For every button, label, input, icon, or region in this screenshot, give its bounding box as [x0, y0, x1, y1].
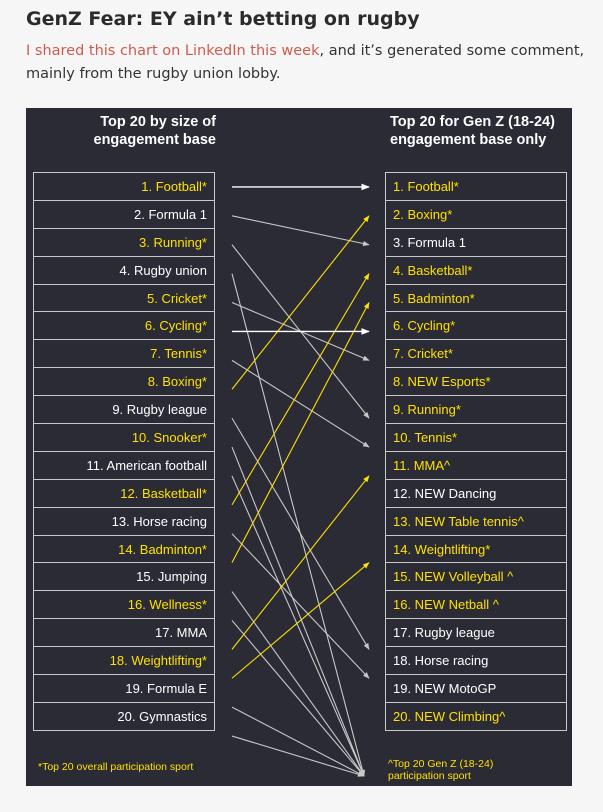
connector-line [231, 591, 365, 777]
right-rank-item: 6. Cycling* [385, 311, 567, 341]
connector-lines [231, 183, 370, 777]
chart-panel: Top 20 by size of engagement base Top 20… [26, 108, 572, 786]
connector-line [231, 417, 370, 650]
right-rank-item: 14. Weightlifting* [385, 534, 567, 564]
right-rank-item: 7. Cricket* [385, 339, 567, 369]
left-rank-item: 19. Formula E [33, 674, 215, 703]
intro-text: , and it’s generated some comment, mainl… [26, 43, 585, 82]
connector-line [231, 475, 365, 777]
right-rank-item: 19. NEW MotoGP [385, 674, 567, 703]
right-rank-item: 12. NEW Dancing [385, 478, 567, 508]
left-rank-item: 20. Gymnastics [33, 701, 215, 731]
right-rank-item: 20. NEW Climbing^ [385, 701, 567, 731]
connector-line [231, 273, 366, 777]
right-footnote: ^Top 20 Gen Z (18-24) participation spor… [388, 758, 494, 782]
left-footnote: *Top 20 overall participation sport [38, 761, 194, 773]
left-rank-item: 8. Boxing* [33, 367, 215, 397]
connector-line [231, 215, 370, 390]
left-rank-item: 9. Rugby league [33, 395, 215, 425]
left-rank-item: 2. Formula 1 [33, 199, 215, 229]
connector-line [231, 475, 370, 650]
connector-line [231, 215, 370, 247]
right-rank-item: 8. NEW Esports* [385, 367, 567, 397]
connector-line [231, 359, 370, 448]
right-rank-item: 5. Badminton* [385, 283, 567, 313]
left-rank-item: 7. Tennis* [33, 339, 215, 369]
connector-line [231, 273, 370, 506]
left-rank-item: 13. Horse racing [33, 506, 215, 536]
linkedin-link[interactable]: I shared this chart on LinkedIn this wee… [26, 43, 320, 59]
intro-paragraph: I shared this chart on LinkedIn this wee… [26, 40, 586, 86]
right-rank-item: 16. NEW Netball ^ [385, 590, 567, 620]
connector-line [231, 735, 365, 777]
left-rank-item: 18. Weightlifting* [33, 646, 215, 676]
connector-line [231, 562, 370, 679]
left-ranking-list: 1. Football* 2. Formula 1 3. Running* 4. Ru… [33, 172, 215, 731]
left-rank-item: 12. Basketball* [33, 478, 215, 508]
right-rank-item: 11. MMA^ [385, 450, 567, 480]
left-rank-item: 10. Snooker* [33, 423, 215, 452]
right-rank-item: 3. Formula 1 [385, 227, 567, 257]
right-rank-item: 17. Rugby league [385, 618, 567, 648]
left-rank-item: 5. Cricket* [33, 283, 215, 313]
connector-line [231, 301, 370, 563]
connector-line [231, 706, 365, 777]
left-rank-item: 11. American football [33, 450, 215, 480]
left-rank-item: 1. Football* [33, 172, 215, 201]
right-rank-item: 4. Basketball* [385, 255, 567, 285]
left-rank-item: 6. Cycling* [33, 311, 215, 341]
left-rank-item: 16. Wellness* [33, 590, 215, 620]
article-title: GenZ Fear: EY ain’t betting on rugby [26, 8, 420, 30]
right-rank-item: 2. Boxing* [385, 199, 567, 229]
left-rank-item: 3. Running* [33, 227, 215, 257]
right-rank-item: 15. NEW Volleyball ^ [385, 562, 567, 592]
right-ranking-list: 1. Football* 2. Boxing* 3. Formula 1 4. Bas… [385, 172, 567, 731]
left-rank-item: 4. Rugby union [33, 255, 215, 285]
connector-line [231, 446, 365, 777]
right-rank-item: 18. Horse racing [385, 646, 567, 676]
right-rank-item: 9. Running* [385, 395, 567, 425]
left-rank-item: 15. Jumping [33, 562, 215, 592]
left-rank-item: 14. Badminton* [33, 534, 215, 564]
connector-line [231, 620, 365, 777]
left-rank-item: 17. MMA [33, 618, 215, 648]
right-rank-item: 13. NEW Table tennis^ [385, 506, 567, 536]
left-column-heading: Top 20 by size of engagement base [93, 114, 217, 148]
right-column-heading: Top 20 for Gen Z (18-24) engagement base… [390, 114, 555, 148]
connector-line [231, 533, 370, 679]
right-rank-item: 10. Tennis* [385, 423, 567, 452]
right-rank-item: 1. Football* [385, 172, 567, 201]
